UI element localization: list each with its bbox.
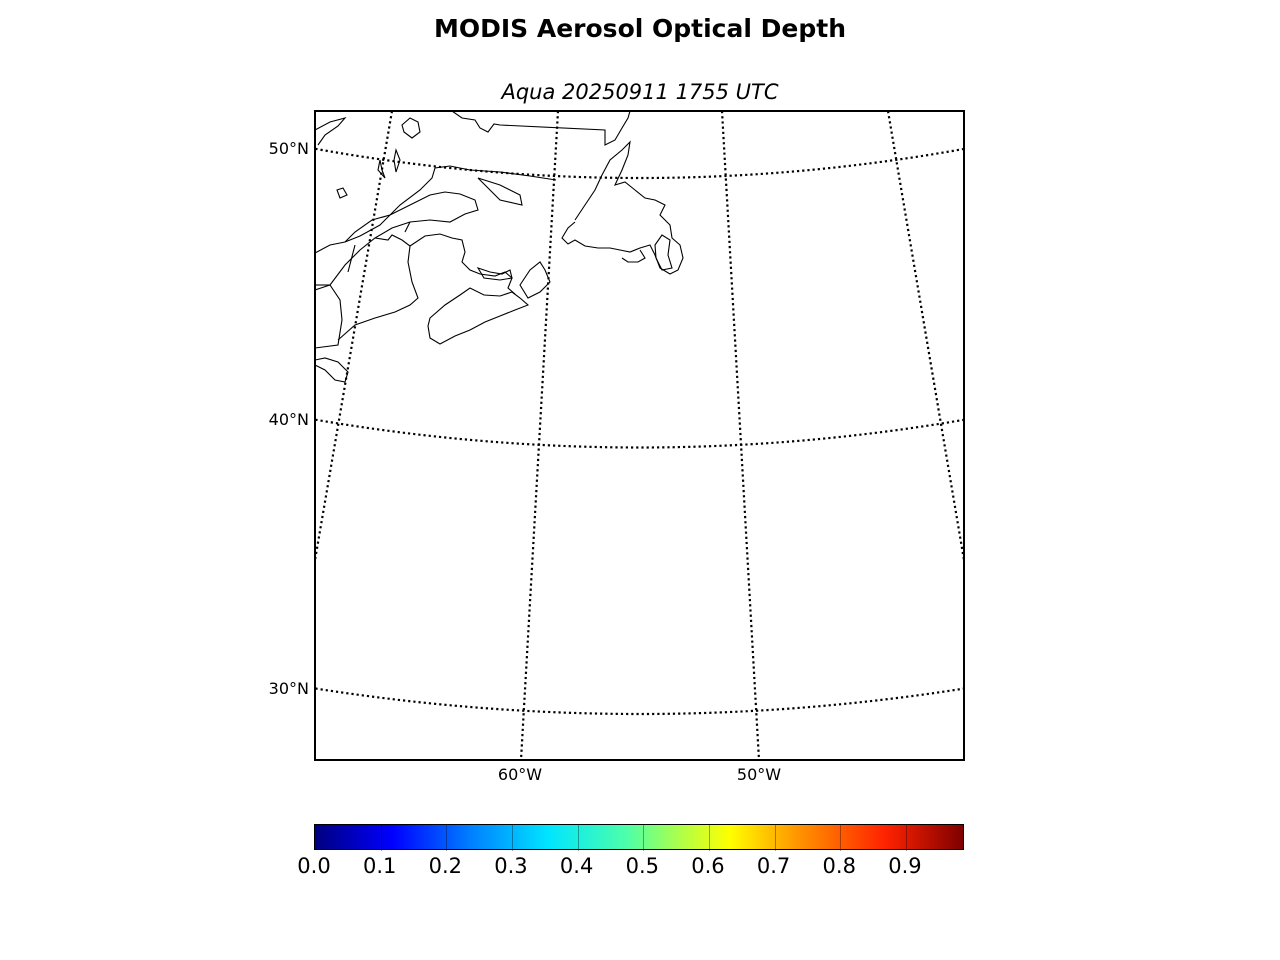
colorbar-tick xyxy=(774,825,776,851)
lat-label-50n: 50°N xyxy=(268,139,309,158)
colorbar-tick-label: 0.6 xyxy=(691,854,725,878)
coastlines xyxy=(315,111,684,383)
coastline-fjord xyxy=(377,159,386,179)
colorbar-tick-label: 0.7 xyxy=(756,854,791,878)
cape-breton-island xyxy=(519,261,551,299)
lat-label-40n: 40°N xyxy=(268,410,309,429)
map-frame xyxy=(314,110,965,761)
coastline-new-brunswick xyxy=(337,234,419,341)
parallel-30n xyxy=(315,687,964,716)
avalon-peninsula xyxy=(654,234,673,271)
colorbar-tick xyxy=(643,825,645,851)
map-subtitle: Aqua 20250911 1755 UTC xyxy=(501,80,779,104)
parallel-50n xyxy=(315,147,964,180)
coastline-border-3 xyxy=(404,221,411,233)
prince-edward-island xyxy=(476,267,513,281)
coastline-maine-south xyxy=(315,357,349,383)
colorbar-tick xyxy=(446,825,448,851)
colorbar-tick-label: 0.0 xyxy=(297,854,331,878)
coastline-east-grid xyxy=(621,249,646,263)
colorbar-tick xyxy=(840,825,842,851)
colorbar-tick-label: 0.9 xyxy=(888,854,922,878)
coastline-labrador xyxy=(315,117,347,146)
coastline-north-shore xyxy=(315,165,557,254)
coastline-nova-scotia xyxy=(427,287,530,345)
coastline-border-2 xyxy=(347,244,356,273)
meridian-40w xyxy=(886,111,964,561)
colorbar-tick-label: 0.2 xyxy=(428,854,463,878)
colorbar xyxy=(314,824,964,851)
colorbar-tick-label: 0.8 xyxy=(822,854,856,878)
colorbar-tick-label: 0.1 xyxy=(362,854,397,878)
colorbar-tick xyxy=(511,825,513,851)
colorbar-tick xyxy=(905,825,907,851)
parallel-40n xyxy=(315,418,964,449)
colorbar-tick-label: 0.4 xyxy=(559,854,594,878)
colorbar-tick xyxy=(380,825,382,851)
colorbar-tick xyxy=(577,825,579,851)
colorbar-tick-label: 0.3 xyxy=(494,854,528,878)
coastline-maine xyxy=(315,284,343,349)
anticosti-island xyxy=(477,177,523,206)
coastline-quebec-north xyxy=(451,111,631,146)
colorbar-tick-label: 0.5 xyxy=(625,854,659,878)
map-title: MODIS Aerosol Optical Depth xyxy=(433,14,846,43)
meridian-70w xyxy=(315,111,394,561)
small-island xyxy=(336,187,348,199)
coastline-newfoundland xyxy=(561,140,684,275)
coastline-inlet xyxy=(393,148,401,173)
lat-label-30n: 30°N xyxy=(268,679,309,698)
belle-isle-region xyxy=(401,117,421,139)
colorbar-tick xyxy=(708,825,710,851)
meridian-60w xyxy=(519,111,560,760)
lon-label-60w: 60°W xyxy=(497,765,543,784)
meridian-50w xyxy=(720,111,761,760)
lon-label-50w: 50°W xyxy=(736,765,782,784)
coastline-nb-east xyxy=(409,233,516,295)
